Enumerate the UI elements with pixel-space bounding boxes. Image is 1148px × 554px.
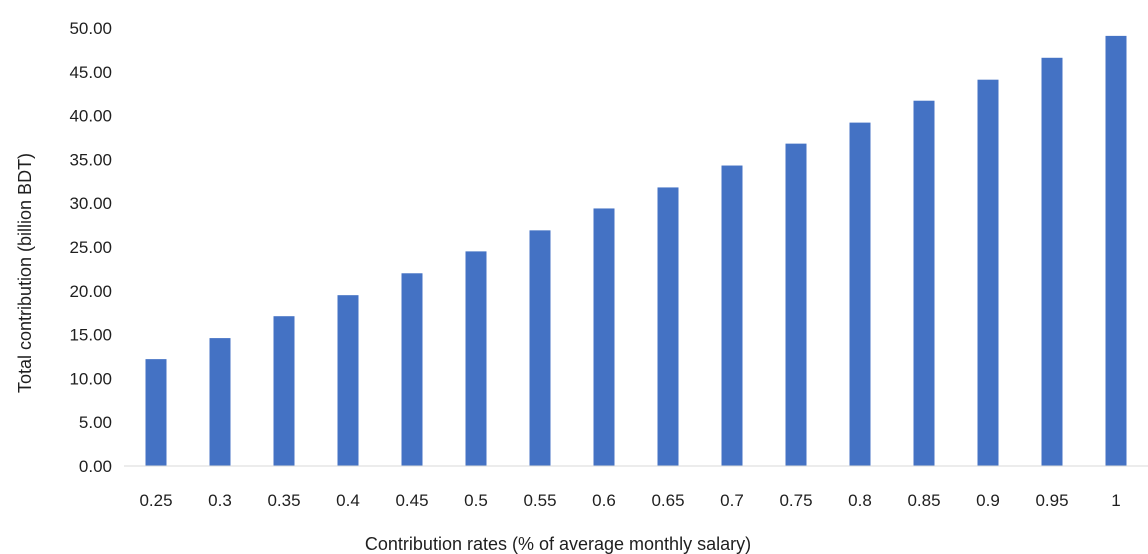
bar (209, 338, 231, 466)
y-tick-label: 5.00 (79, 413, 112, 432)
y-tick-label: 35.00 (69, 150, 112, 169)
x-tick-label: 1 (1111, 491, 1120, 510)
bars (145, 35, 1127, 467)
bar (849, 122, 871, 466)
bar (657, 187, 679, 466)
bar (465, 251, 487, 466)
x-tick-label: 0.8 (848, 491, 872, 510)
x-tick-label: 0.25 (139, 491, 172, 510)
bar (913, 100, 935, 466)
y-tick-label: 20.00 (69, 282, 112, 301)
y-tick-label: 40.00 (69, 107, 112, 126)
y-tick-label: 25.00 (69, 238, 112, 257)
x-tick-label: 0.45 (395, 491, 428, 510)
y-tick-label: 0.00 (79, 457, 112, 476)
bar (1041, 57, 1063, 467)
x-axis-ticks: 0.25 0.3 0.35 0.4 0.45 0.5 0.55 0.6 0.65 0.7 0.75 0… (139, 491, 1120, 510)
y-tick-label: 15.00 (69, 326, 112, 345)
y-tick-label: 45.00 (69, 63, 112, 82)
x-axis-title: Contribution rates (% of average monthly… (365, 534, 751, 554)
x-tick-label: 0.4 (336, 491, 360, 510)
x-tick-label: 0.95 (1035, 491, 1068, 510)
y-axis-ticks: 0.00 5.00 10.00 15.00 20.00 25.00 30.00 35.00 40… (69, 19, 112, 476)
bar (529, 230, 551, 466)
x-tick-label: 0.85 (907, 491, 940, 510)
bar (145, 359, 167, 466)
bar (337, 295, 359, 466)
x-tick-label: 0.35 (267, 491, 300, 510)
x-tick-label: 0.3 (208, 491, 232, 510)
bar (273, 316, 295, 466)
x-tick-label: 0.65 (651, 491, 684, 510)
y-tick-label: 50.00 (69, 19, 112, 38)
x-tick-label: 0.7 (720, 491, 744, 510)
x-tick-label: 0.5 (464, 491, 488, 510)
bar (1105, 35, 1127, 466)
x-tick-label: 0.9 (976, 491, 1000, 510)
y-axis-title: Total contribution (billion BDT) (15, 153, 35, 393)
bar (721, 165, 743, 467)
x-tick-label: 0.75 (779, 491, 812, 510)
x-tick-label: 0.55 (523, 491, 556, 510)
bar (785, 143, 807, 466)
y-tick-label: 30.00 (69, 194, 112, 213)
bar (977, 79, 999, 467)
bar (401, 273, 423, 466)
bar (593, 208, 615, 466)
x-tick-label: 0.6 (592, 491, 616, 510)
y-tick-label: 10.00 (69, 369, 112, 388)
